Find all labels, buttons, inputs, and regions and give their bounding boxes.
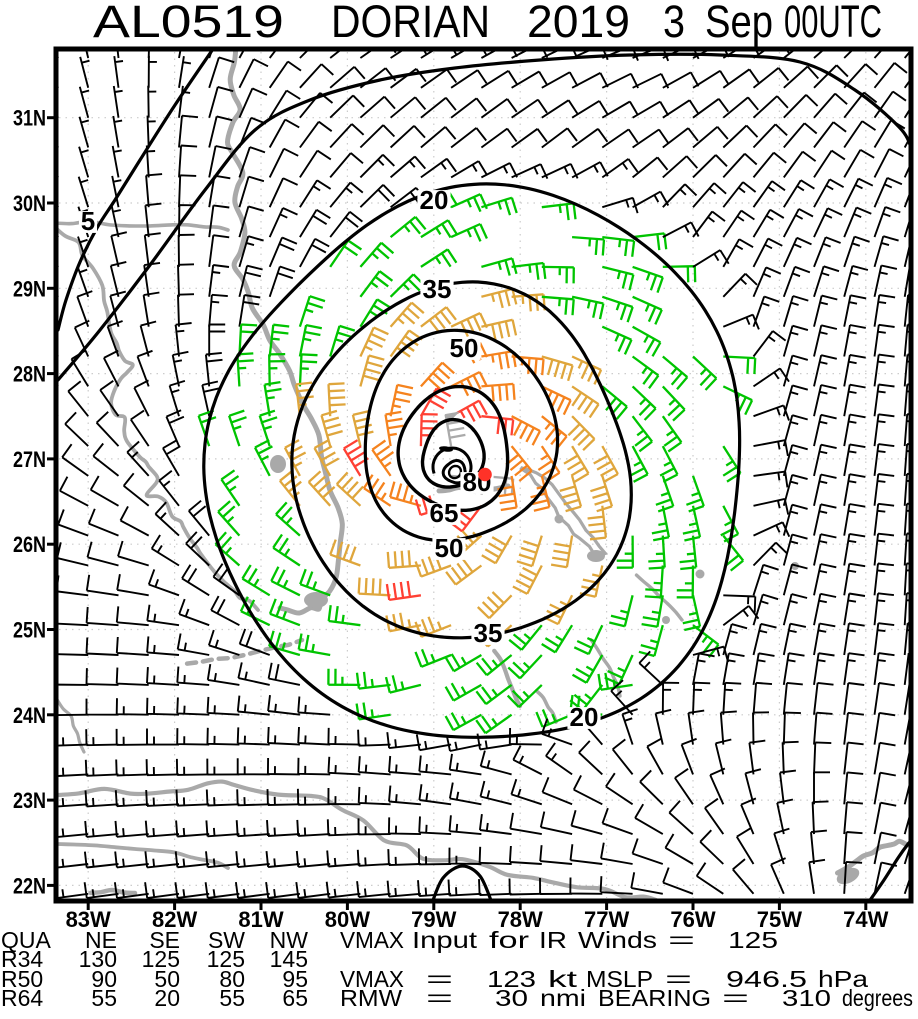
svg-text:Input: Input (412, 927, 478, 953)
svg-text:NW: NW (270, 927, 309, 953)
svg-text:65: 65 (282, 985, 308, 1011)
svg-text:23N: 23N (13, 788, 46, 813)
svg-text:125: 125 (728, 927, 778, 953)
svg-text:125: 125 (207, 946, 245, 972)
svg-text:22N: 22N (13, 873, 46, 898)
svg-text:24N: 24N (13, 703, 46, 728)
svg-text:=: = (668, 927, 695, 953)
svg-text:25N: 25N (13, 618, 46, 643)
svg-text:Winds: Winds (578, 927, 657, 953)
svg-text:55: 55 (219, 985, 245, 1011)
svg-text:Sep: Sep (705, 0, 773, 47)
svg-text:30: 30 (495, 985, 528, 1011)
svg-text:VMAX: VMAX (340, 966, 404, 992)
svg-text:35: 35 (474, 618, 503, 648)
svg-text:=: = (426, 985, 453, 1011)
svg-text:310: 310 (782, 985, 831, 1011)
svg-text:for: for (489, 927, 530, 953)
svg-text:=: = (665, 966, 692, 992)
svg-text:95: 95 (282, 966, 308, 992)
svg-text:nmi: nmi (540, 985, 586, 1011)
svg-text:R34: R34 (1, 946, 43, 972)
svg-text:00UTC: 00UTC (784, 0, 882, 47)
svg-text:20: 20 (420, 185, 449, 215)
svg-text:28N: 28N (13, 362, 46, 387)
svg-text:30N: 30N (13, 191, 46, 216)
svg-text:29N: 29N (13, 276, 46, 301)
svg-text:80W: 80W (325, 907, 370, 932)
svg-text:79W: 79W (411, 907, 456, 932)
svg-text:946.5: 946.5 (726, 966, 807, 992)
svg-text:55: 55 (91, 985, 117, 1011)
svg-text:5: 5 (81, 206, 95, 236)
svg-text:31N: 31N (13, 106, 46, 131)
svg-text:50: 50 (435, 533, 464, 563)
svg-text:130: 130 (79, 946, 117, 972)
svg-text:80: 80 (219, 966, 245, 992)
svg-text:RMW: RMW (340, 985, 402, 1011)
svg-text:20: 20 (154, 985, 180, 1011)
svg-text:76W: 76W (670, 907, 715, 932)
svg-text:20: 20 (570, 702, 599, 732)
svg-text:83W: 83W (66, 907, 111, 932)
svg-text:NE: NE (85, 927, 117, 953)
svg-text:MSLP: MSLP (586, 966, 653, 992)
svg-text:DORIAN: DORIAN (331, 0, 490, 47)
svg-text:degrees: degrees (842, 985, 913, 1011)
svg-text:65: 65 (430, 498, 459, 528)
svg-text:50: 50 (450, 333, 479, 363)
svg-text:R50: R50 (1, 966, 43, 992)
svg-text:35: 35 (423, 274, 452, 304)
svg-text:3: 3 (663, 0, 685, 47)
svg-text:78W: 78W (498, 907, 543, 932)
svg-text:SE: SE (149, 927, 180, 953)
svg-text:145: 145 (270, 946, 308, 972)
svg-text:SW: SW (208, 927, 245, 953)
svg-text:125: 125 (142, 946, 180, 972)
svg-text:90: 90 (91, 966, 117, 992)
svg-text:kt: kt (548, 966, 578, 992)
svg-text:27N: 27N (13, 447, 46, 472)
svg-text:82W: 82W (152, 907, 197, 932)
svg-text:=: = (426, 966, 453, 992)
svg-text:BEARING: BEARING (598, 985, 711, 1011)
svg-text:hPa: hPa (818, 966, 868, 992)
svg-text:=: = (722, 985, 749, 1011)
svg-text:VMAX: VMAX (340, 927, 404, 953)
svg-text:26N: 26N (13, 532, 46, 557)
svg-text:123: 123 (487, 966, 536, 992)
svg-text:81W: 81W (238, 907, 283, 932)
svg-text:2019: 2019 (527, 0, 630, 47)
svg-text:IR: IR (539, 927, 567, 953)
svg-text:QUA: QUA (1, 927, 52, 953)
svg-text:77W: 77W (584, 907, 629, 932)
svg-text:74W: 74W (843, 907, 888, 932)
svg-text:R64: R64 (1, 985, 43, 1011)
svg-text:AL0519: AL0519 (93, 0, 284, 47)
svg-text:75W: 75W (757, 907, 802, 932)
svg-text:50: 50 (154, 966, 180, 992)
